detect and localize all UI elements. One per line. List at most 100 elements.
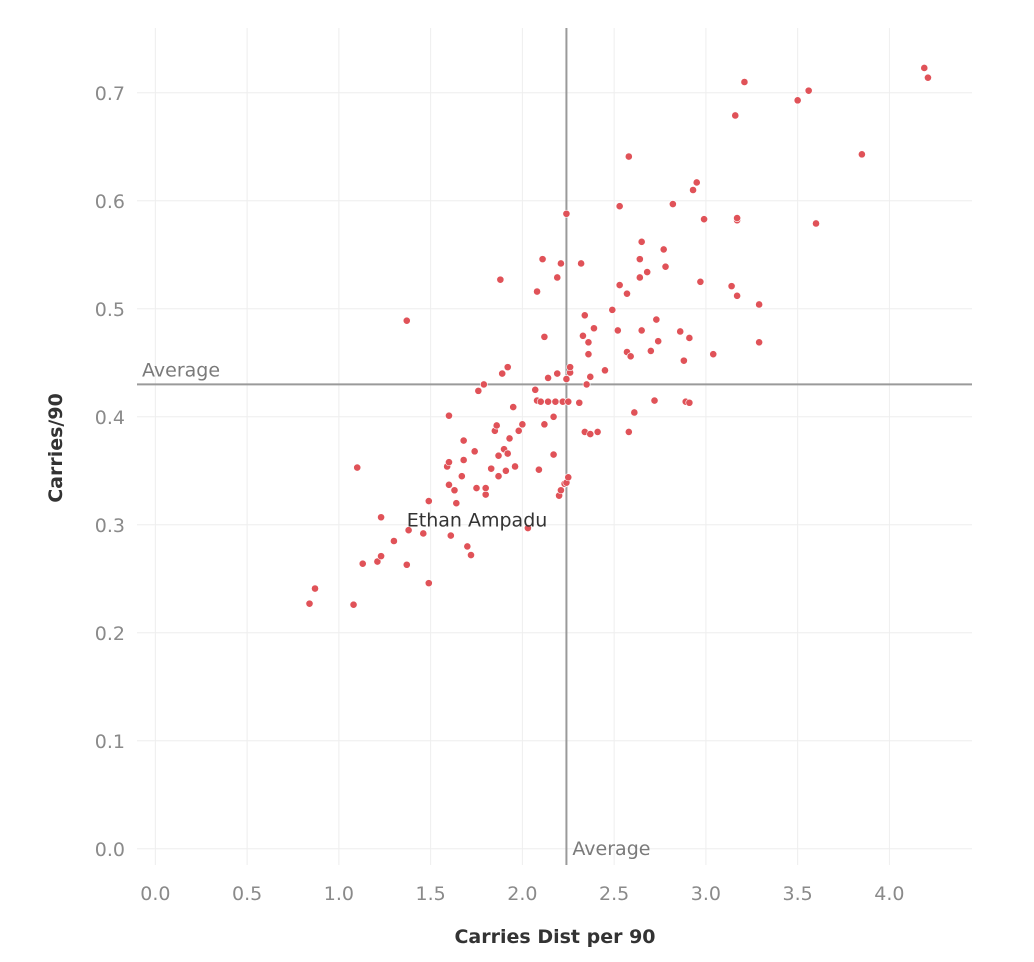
data-point[interactable] — [503, 363, 512, 372]
data-point[interactable] — [452, 499, 461, 508]
data-point[interactable] — [623, 289, 631, 298]
data-point[interactable] — [733, 214, 741, 222]
data-point[interactable] — [643, 268, 652, 276]
data-point[interactable] — [580, 311, 589, 320]
data-point[interactable] — [924, 73, 932, 82]
data-point[interactable] — [358, 559, 367, 568]
data-point[interactable] — [424, 497, 433, 505]
data-point[interactable] — [509, 403, 518, 411]
data-point[interactable] — [579, 331, 587, 340]
data-point[interactable] — [445, 480, 453, 489]
data-point[interactable] — [727, 282, 736, 291]
data-point[interactable] — [494, 451, 503, 460]
data-point[interactable] — [496, 275, 505, 284]
data-point[interactable] — [557, 259, 565, 268]
data-point[interactable] — [390, 537, 398, 545]
data-point[interactable] — [540, 420, 549, 429]
data-point[interactable] — [457, 472, 466, 481]
data-point[interactable] — [424, 579, 433, 588]
data-point[interactable] — [505, 434, 514, 443]
data-point[interactable] — [472, 484, 481, 492]
data-point[interactable] — [615, 281, 624, 289]
data-point[interactable] — [804, 86, 813, 95]
data-point[interactable] — [857, 150, 866, 159]
data-point[interactable] — [459, 436, 468, 445]
data-point[interactable] — [635, 273, 644, 282]
data-point[interactable] — [755, 300, 764, 309]
data-point[interactable] — [514, 426, 523, 435]
data-point[interactable] — [812, 219, 820, 228]
data-point[interactable] — [637, 237, 646, 246]
data-point[interactable] — [377, 552, 385, 561]
data-point[interactable] — [601, 366, 609, 375]
data-point[interactable] — [624, 428, 633, 436]
data-point[interactable] — [445, 458, 453, 467]
data-point[interactable] — [608, 305, 617, 314]
data-point[interactable] — [402, 316, 411, 325]
data-point[interactable] — [518, 420, 527, 429]
data-point[interactable] — [503, 449, 512, 458]
data-point[interactable] — [654, 337, 663, 346]
data-point[interactable] — [668, 200, 677, 208]
data-point[interactable] — [696, 277, 705, 286]
data-point[interactable] — [650, 396, 659, 405]
data-point[interactable] — [445, 411, 453, 420]
data-point[interactable] — [689, 186, 697, 194]
data-point[interactable] — [676, 327, 685, 336]
data-point[interactable] — [564, 473, 573, 482]
data-point[interactable] — [538, 255, 547, 264]
data-point[interactable] — [593, 428, 602, 436]
data-point[interactable] — [637, 326, 646, 335]
data-point[interactable] — [544, 374, 552, 382]
data-point[interactable] — [481, 484, 490, 492]
data-point[interactable] — [575, 398, 584, 407]
data-point[interactable] — [652, 315, 661, 324]
data-point[interactable] — [523, 524, 532, 532]
data-point[interactable] — [659, 245, 668, 254]
data-point[interactable] — [553, 273, 562, 282]
data-point[interactable] — [446, 531, 455, 540]
data-point[interactable] — [511, 462, 519, 471]
data-point[interactable] — [531, 385, 540, 394]
data-point[interactable] — [582, 380, 591, 389]
data-point[interactable] — [450, 486, 459, 495]
data-point[interactable] — [564, 397, 573, 406]
data-point[interactable] — [501, 466, 510, 475]
data-point[interactable] — [467, 551, 475, 559]
data-point[interactable] — [646, 347, 655, 355]
data-point[interactable] — [577, 259, 586, 268]
data-point[interactable] — [540, 332, 549, 341]
data-point[interactable] — [373, 557, 382, 566]
data-point[interactable] — [635, 255, 644, 264]
data-point[interactable] — [562, 375, 571, 383]
data-point[interactable] — [463, 542, 472, 551]
data-point[interactable] — [733, 291, 741, 300]
data-point[interactable] — [536, 397, 545, 406]
data-point[interactable] — [533, 287, 541, 296]
data-point[interactable] — [377, 513, 385, 522]
data-point[interactable] — [479, 380, 488, 389]
data-point[interactable] — [731, 111, 740, 120]
data-point[interactable] — [419, 529, 428, 538]
data-point[interactable] — [630, 408, 639, 417]
data-point[interactable] — [474, 386, 483, 395]
data-point[interactable] — [685, 334, 694, 342]
data-point[interactable] — [404, 526, 413, 535]
data-point[interactable] — [586, 372, 595, 381]
data-point[interactable] — [562, 209, 571, 218]
data-point[interactable] — [470, 447, 479, 456]
data-point[interactable] — [459, 456, 468, 464]
data-point[interactable] — [661, 262, 670, 271]
data-point[interactable] — [613, 326, 622, 335]
data-point[interactable] — [481, 490, 490, 499]
data-point[interactable] — [551, 397, 560, 406]
data-point[interactable] — [494, 472, 503, 481]
data-point[interactable] — [626, 352, 635, 361]
data-point[interactable] — [566, 363, 574, 372]
data-point[interactable] — [349, 600, 358, 609]
data-point[interactable] — [793, 96, 802, 105]
data-point[interactable] — [549, 450, 558, 459]
data-point[interactable] — [920, 64, 929, 72]
data-point[interactable] — [311, 584, 319, 593]
data-point[interactable] — [492, 421, 501, 430]
